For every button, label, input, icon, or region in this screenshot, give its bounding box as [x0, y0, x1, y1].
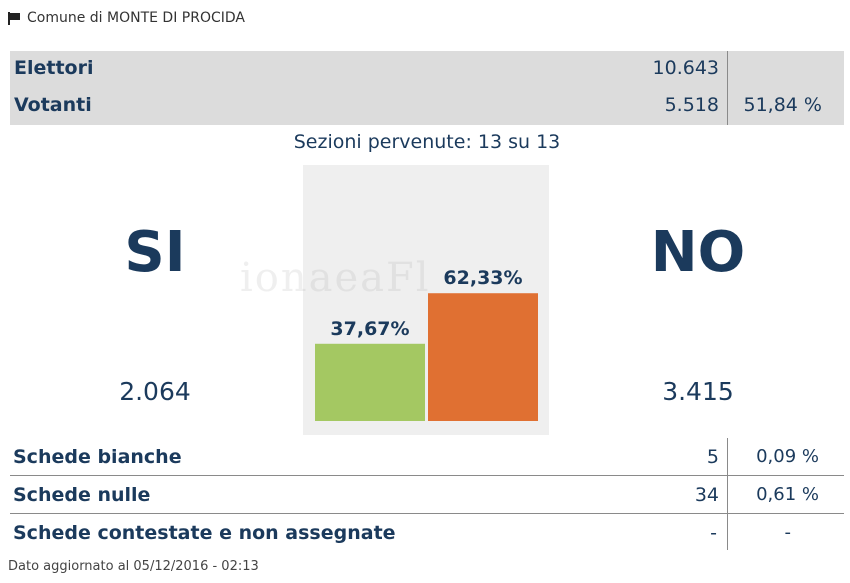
schede-row: Schede nulle 34 0,61 % — [10, 476, 844, 514]
schede-percent: - — [784, 522, 792, 543]
votanti-value: 5.518 — [664, 94, 719, 116]
schede-row: Schede bianche 5 0,09 % — [10, 438, 844, 476]
schede-value: 34 — [694, 484, 719, 506]
si-label: SI — [124, 220, 186, 285]
column-divider — [727, 438, 728, 550]
row-divider — [10, 513, 844, 514]
flag-icon — [8, 11, 21, 25]
votanti-row: Votanti 5.518 51,84 % — [10, 88, 844, 125]
sezioni-pervenute: Sezioni pervenute: 13 su 13 — [293, 131, 561, 153]
page-header: Comune di MONTE DI PROCIDA — [8, 10, 245, 26]
si-votes: 2.064 — [119, 377, 191, 406]
no-label: NO — [650, 220, 746, 285]
data-label-si: 37,67% — [330, 318, 409, 340]
elettori-row: Elettori 10.643 — [10, 51, 844, 88]
column-divider — [727, 51, 728, 125]
votanti-label: Votanti — [14, 94, 92, 116]
results-chart: 37,67% 62,33% — [303, 165, 549, 435]
summary-table: Elettori 10.643 Votanti 5.518 51,84 % — [10, 51, 844, 125]
schede-row: Schede contestate e non assegnate - - — [10, 514, 844, 552]
last-updated: Dato aggiornato al 05/12/2016 - 02:13 — [8, 559, 259, 574]
schede-value: - — [710, 522, 717, 544]
bar-no — [428, 293, 538, 421]
schede-label: Schede nulle — [13, 484, 151, 506]
elettori-value: 10.643 — [652, 57, 719, 79]
watermark: ionaeaFl — [240, 255, 431, 301]
schede-label: Schede bianche — [13, 446, 182, 468]
votanti-percent: 51,84 % — [743, 94, 823, 116]
row-divider — [10, 475, 844, 476]
data-label-no: 62,33% — [443, 267, 522, 289]
schede-value: 5 — [706, 446, 719, 468]
page-title: Comune di MONTE DI PROCIDA — [27, 10, 245, 26]
schede-percent: 0,61 % — [756, 484, 819, 505]
schede-label: Schede contestate e non assegnate — [13, 522, 396, 544]
results-chart-svg: 37,67% 62,33% — [315, 267, 538, 421]
elettori-label: Elettori — [14, 57, 94, 79]
schede-percent: 0,09 % — [756, 446, 819, 467]
bar-si — [315, 343, 425, 421]
no-votes: 3.415 — [662, 377, 734, 406]
